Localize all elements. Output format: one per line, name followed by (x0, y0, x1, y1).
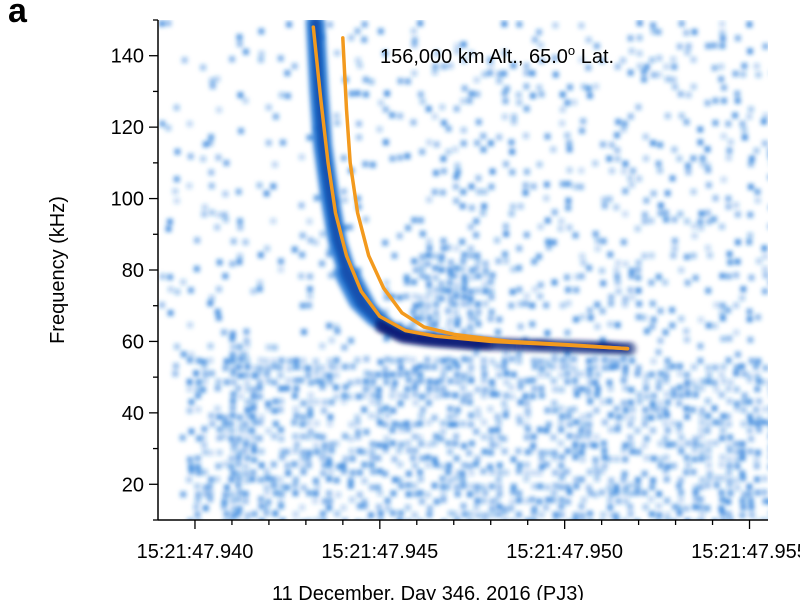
x-tick-label: 15:21:47.940 (137, 541, 254, 563)
spectrogram-heatmap (159, 20, 768, 520)
y-tick-label: 120 (111, 117, 144, 139)
y-tick-label: 80 (122, 260, 144, 282)
y-tick-label: 40 (122, 403, 144, 425)
panel-label: a (8, 0, 27, 30)
y-tick-label: 60 (122, 331, 144, 353)
axes (149, 19, 768, 529)
altitude-latitude-annotation: 156,000 km Alt., 65.0o Lat. (380, 43, 614, 68)
x-tick-label: 15:21:47.950 (506, 541, 623, 563)
x-tick-label: 15:21:47.945 (321, 541, 438, 563)
x-axis-title: 11 December, Day 346, 2016 (PJ3) (272, 583, 584, 600)
y-tick-label: 20 (122, 474, 144, 496)
fit-curve-2 (341, 36, 630, 351)
y-tick-label: 100 (111, 189, 144, 211)
fit-curves (311, 25, 630, 351)
y-axis-title: Frequency (kHz) (47, 196, 69, 344)
x-tick-label: 15:21:47.955 (691, 541, 800, 563)
y-tick-label: 140 (111, 46, 144, 68)
labels: 20 40 60 80 100 120 140 15:21:47.940 15:21:47.94… (47, 43, 800, 600)
